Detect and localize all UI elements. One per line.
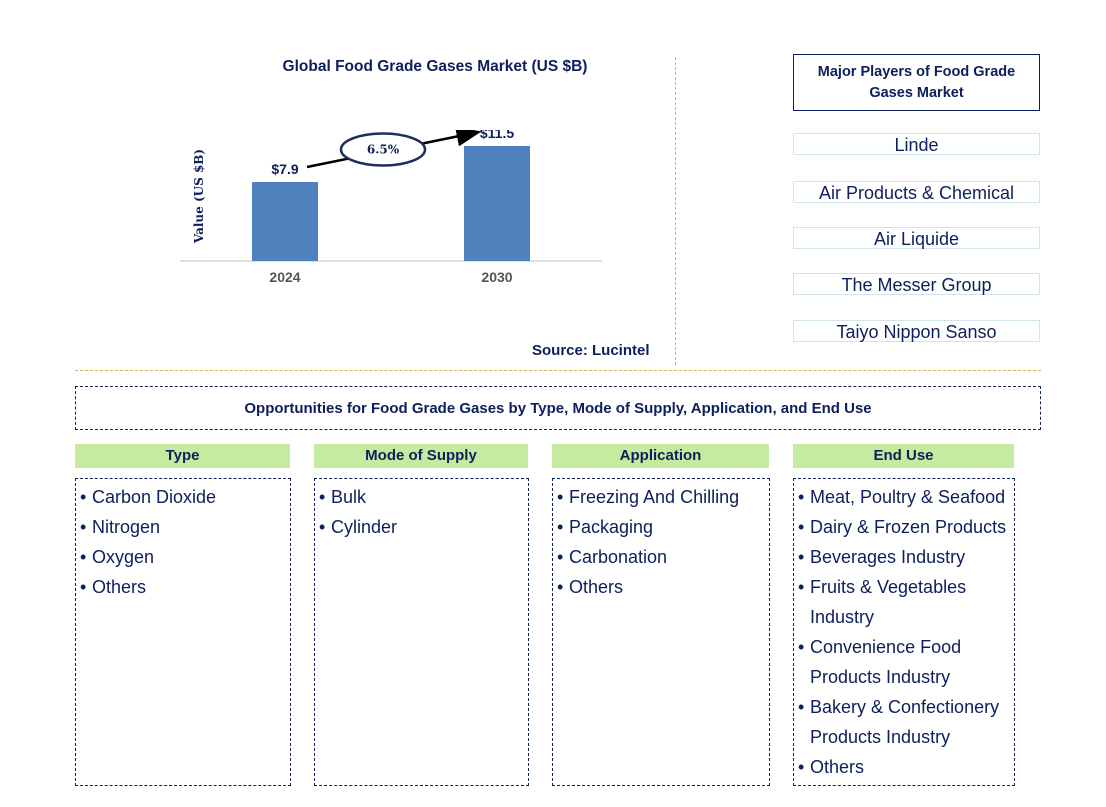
category-list: • Meat, Poultry & Seafood • Dairy & Frozen …	[793, 478, 1015, 786]
list-item: • Others	[798, 757, 865, 777]
x-tick-label: 2030	[481, 269, 512, 285]
player-item: The Messer Group	[793, 273, 1040, 295]
list-item: • Meat, Poultry & Seafood	[798, 487, 1006, 507]
opportunities-title: Opportunities for Food Grade Gases by Ty…	[75, 386, 1041, 430]
list-item: • Fruits & Vegetables Industry	[798, 577, 967, 627]
list-item: • Others	[557, 577, 624, 597]
bar-chart: Value (US $B) $7.9 2024 $11.5 2030 6.5%	[180, 130, 602, 285]
list-item: • Carbonation	[557, 547, 668, 567]
category-list: • Carbon Dioxide • Nitrogen • Oxygen • Others	[75, 478, 291, 786]
category-header: Application	[552, 444, 769, 468]
y-axis-label: Value (US $B)	[192, 149, 206, 244]
list-item: • Bakery & Confectionery Products Industry	[798, 697, 1000, 747]
list-item: • Oxygen	[80, 547, 155, 567]
list-item: • Dairy & Frozen Products	[798, 517, 1007, 537]
bar	[252, 182, 318, 261]
x-tick-label: 2024	[269, 269, 300, 285]
list-item: • Nitrogen	[80, 517, 161, 537]
data-label: $7.9	[271, 161, 298, 177]
list-item: • Packaging	[557, 517, 654, 537]
cagr-label: 6.5%	[367, 143, 400, 157]
list-item: • Carbon Dioxide	[80, 487, 217, 507]
players-title: Major Players of Food Grade Gases Market	[793, 54, 1040, 111]
cagr-ellipse	[339, 132, 427, 167]
source-label: Source: Lucintel	[532, 342, 650, 359]
category-header: End Use	[793, 444, 1014, 468]
list-item: • Freezing And Chilling	[557, 487, 740, 507]
list-item: • Cylinder	[319, 517, 398, 537]
list-item: • Bulk	[319, 487, 367, 507]
list-item: • Convenience Food Products Industry	[798, 637, 962, 687]
player-item: Taiyo Nippon Sanso	[793, 320, 1040, 342]
player-item: Air Products & Chemical	[793, 181, 1040, 203]
list-item: • Beverages Industry	[798, 547, 966, 567]
data-label: $11.5	[480, 130, 514, 141]
vertical-divider	[675, 57, 676, 365]
list-item: • Others	[80, 577, 147, 597]
category-list: • Freezing And Chilling • Packaging • Carbona…	[552, 478, 770, 786]
bar	[464, 146, 530, 261]
category-list: • Bulk • Cylinder	[314, 478, 529, 786]
player-item: Linde	[793, 133, 1040, 155]
category-header: Type	[75, 444, 290, 468]
chart-title: Global Food Grade Gases Market (US $B)	[282, 58, 588, 75]
category-header: Mode of Supply	[314, 444, 528, 468]
player-item: Air Liquide	[793, 227, 1040, 249]
horizontal-divider	[75, 370, 1041, 371]
